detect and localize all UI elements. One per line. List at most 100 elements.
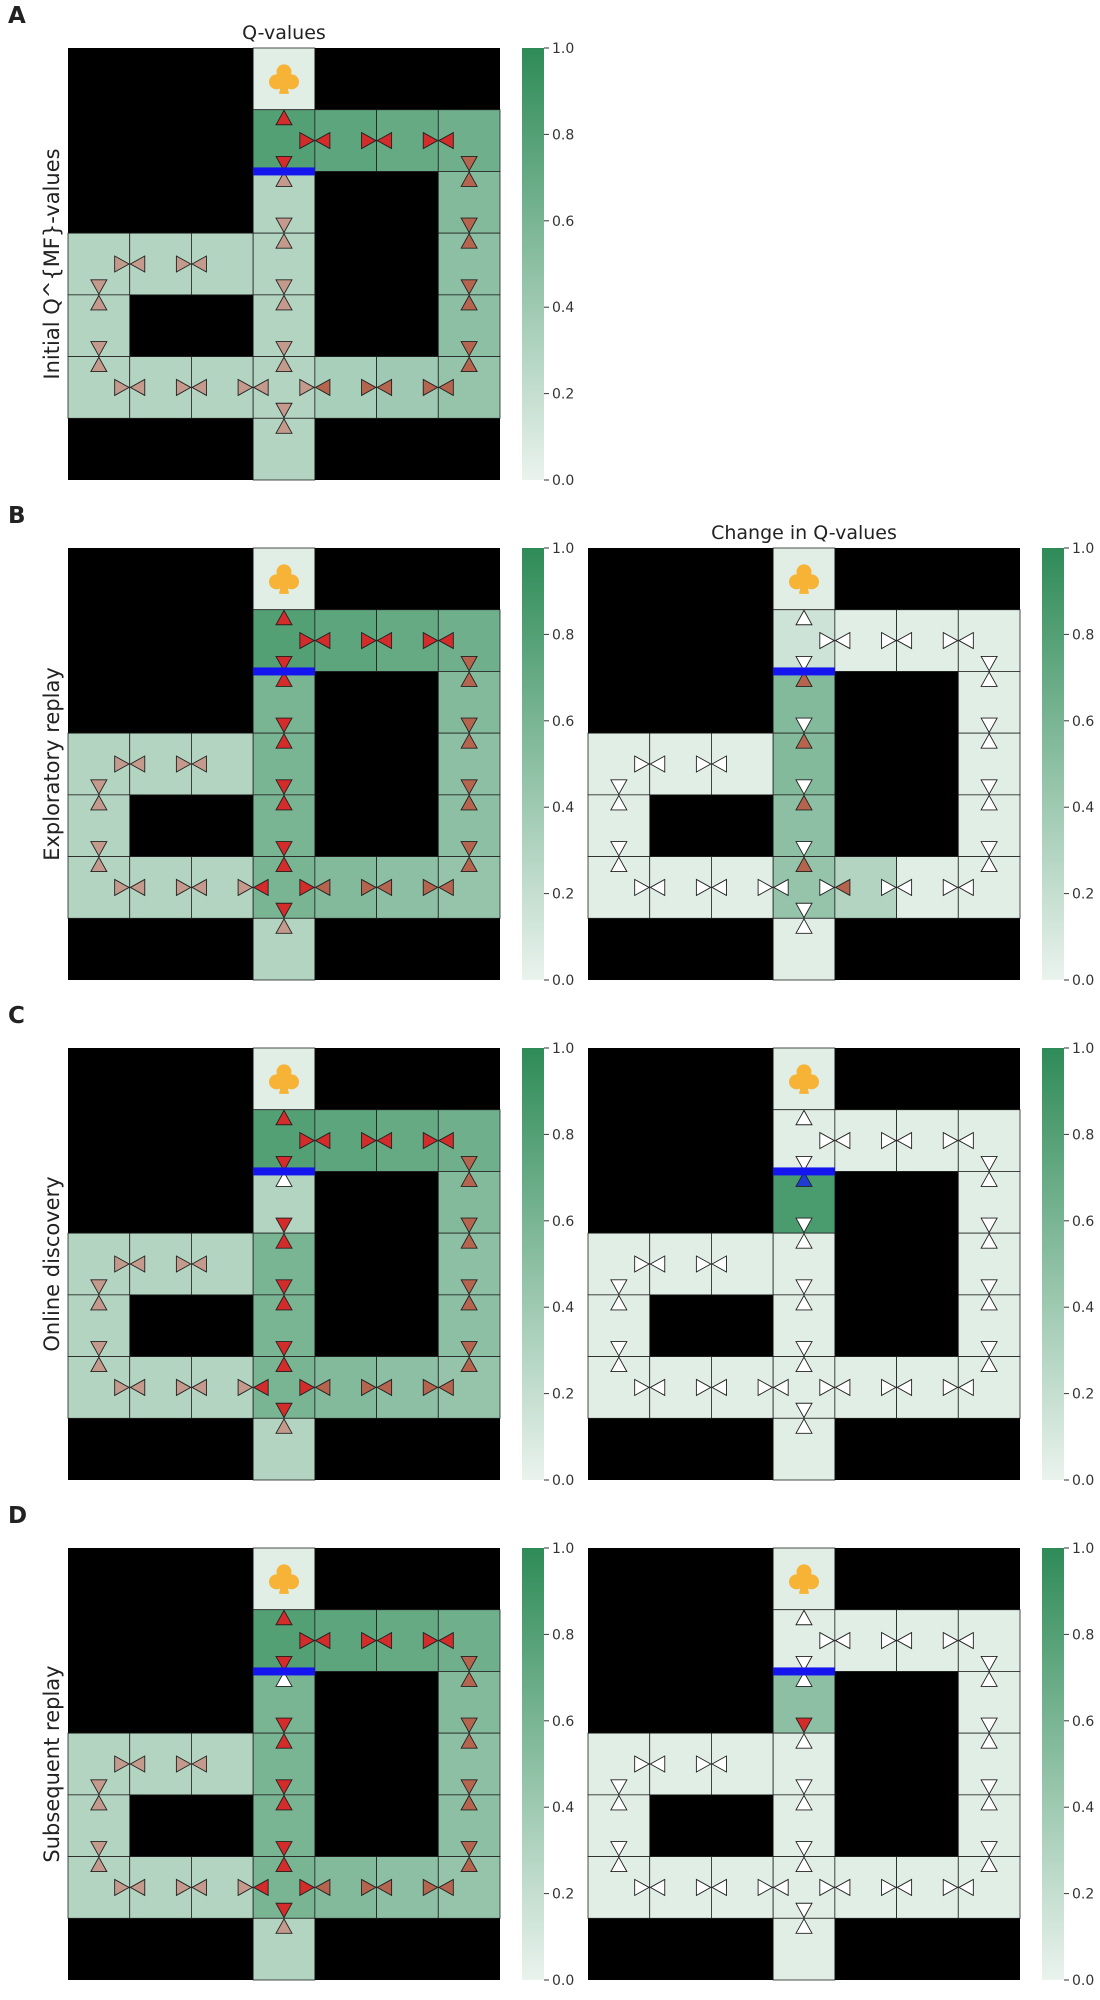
action-arrow-icon bbox=[957, 878, 974, 897]
action-arrow-icon bbox=[634, 755, 651, 773]
action-arrow-icon bbox=[175, 255, 192, 273]
action-arrow-icon bbox=[695, 755, 712, 773]
action-arrow-icon bbox=[114, 1878, 131, 1897]
colorbar-tick-label: 0.8 bbox=[552, 1127, 574, 1143]
action-arrow-icon bbox=[610, 1294, 628, 1311]
action-arrow-icon bbox=[980, 779, 998, 796]
action-arrow-icon bbox=[275, 1856, 293, 1873]
action-arrow-icon bbox=[275, 402, 293, 419]
action-arrow-icon bbox=[437, 631, 454, 650]
action-arrow-icon bbox=[980, 1232, 998, 1249]
action-arrow-icon bbox=[834, 631, 851, 650]
action-arrow-icon bbox=[90, 856, 108, 873]
gridworld-C-right: 0.0 0.2 0.4 0.6 0.8 1.0 bbox=[587, 1041, 1094, 1489]
colorbar-tick-label: 0.2 bbox=[1072, 1387, 1094, 1403]
action-arrow-icon bbox=[881, 631, 897, 650]
action-arrow-icon bbox=[460, 1217, 478, 1234]
action-arrow-icon bbox=[942, 1631, 959, 1650]
action-arrow-icon bbox=[361, 1131, 377, 1150]
colorbar-tick-label: 0.8 bbox=[1072, 627, 1094, 643]
action-arrow-icon bbox=[711, 1878, 727, 1897]
action-arrow-icon bbox=[980, 1171, 998, 1187]
action-arrow-icon bbox=[314, 1131, 331, 1150]
action-arrow-icon bbox=[711, 755, 727, 773]
colorbar-tick-label: 1.0 bbox=[552, 1041, 574, 1057]
action-arrow-icon bbox=[314, 1878, 331, 1897]
action-arrow-icon bbox=[275, 856, 293, 873]
action-arrow-icon bbox=[376, 1131, 393, 1150]
action-arrow-icon bbox=[90, 1356, 108, 1373]
action-arrow-icon bbox=[90, 341, 108, 357]
action-arrow-icon bbox=[191, 1878, 207, 1897]
action-arrow-icon bbox=[299, 1131, 316, 1150]
action-arrow-icon bbox=[649, 1878, 666, 1897]
colorbar bbox=[522, 548, 544, 980]
action-arrow-icon bbox=[275, 232, 293, 249]
action-arrow-icon bbox=[634, 1378, 651, 1397]
panel-letter: C bbox=[8, 1003, 25, 1029]
action-arrow-icon bbox=[422, 131, 439, 150]
panel-letter: B bbox=[8, 503, 26, 529]
action-arrow-icon bbox=[275, 717, 293, 734]
action-arrow-icon bbox=[942, 631, 959, 650]
action-arrow-icon bbox=[980, 1655, 998, 1672]
action-arrow-icon bbox=[980, 1356, 998, 1373]
action-arrow-icon bbox=[460, 794, 478, 811]
panel-letter: A bbox=[8, 3, 26, 29]
action-arrow-icon bbox=[649, 755, 666, 773]
action-arrow-icon bbox=[275, 1794, 293, 1811]
action-arrow-icon bbox=[460, 171, 478, 187]
action-arrow-icon bbox=[460, 856, 478, 873]
colorbar-tick-label: 0.0 bbox=[552, 1973, 574, 1989]
action-arrow-icon bbox=[437, 878, 454, 897]
action-arrow-icon bbox=[237, 1878, 254, 1897]
action-arrow-icon bbox=[437, 1631, 454, 1650]
colorbar-tick-label: 0.0 bbox=[1072, 1473, 1094, 1489]
action-arrow-icon bbox=[795, 732, 813, 749]
action-arrow-icon bbox=[795, 1794, 813, 1811]
action-arrow-icon bbox=[610, 1279, 628, 1296]
action-arrow-icon bbox=[460, 341, 478, 357]
colorbar-tick-label: 0.8 bbox=[552, 1627, 574, 1643]
barrier-wall bbox=[253, 1667, 315, 1676]
action-arrow-icon bbox=[437, 1878, 454, 1897]
action-arrow-icon bbox=[422, 1131, 439, 1150]
action-arrow-icon bbox=[610, 794, 628, 811]
action-arrow-icon bbox=[275, 1779, 293, 1796]
action-arrow-icon bbox=[361, 631, 377, 650]
action-arrow-icon bbox=[90, 1794, 108, 1811]
action-arrow-icon bbox=[795, 1779, 813, 1796]
action-arrow-icon bbox=[275, 1279, 293, 1296]
action-arrow-icon bbox=[114, 1378, 131, 1397]
action-arrow-icon bbox=[275, 1917, 293, 1934]
action-arrow-icon bbox=[795, 671, 813, 687]
action-arrow-icon bbox=[795, 1671, 813, 1687]
action-arrow-icon bbox=[795, 1655, 813, 1672]
action-arrow-icon bbox=[460, 717, 478, 734]
action-arrow-icon bbox=[980, 1841, 998, 1857]
action-arrow-icon bbox=[649, 1255, 666, 1273]
action-arrow-icon bbox=[114, 255, 131, 273]
action-arrow-icon bbox=[437, 378, 454, 397]
action-arrow-icon bbox=[610, 856, 628, 873]
action-arrow-icon bbox=[772, 878, 789, 897]
action-arrow-icon bbox=[191, 755, 207, 773]
action-arrow-icon bbox=[275, 341, 293, 357]
colorbar-tick-label: 1.0 bbox=[552, 1541, 574, 1557]
action-arrow-icon bbox=[460, 671, 478, 687]
colorbar-tick-label: 0.2 bbox=[552, 1387, 574, 1403]
action-arrow-icon bbox=[376, 1378, 393, 1397]
action-arrow-icon bbox=[114, 1255, 131, 1273]
action-arrow-icon bbox=[460, 1732, 478, 1749]
colorbar-tick-label: 0.2 bbox=[1072, 887, 1094, 903]
action-arrow-icon bbox=[834, 1878, 851, 1897]
action-arrow-icon bbox=[980, 1341, 998, 1357]
action-arrow-icon bbox=[90, 794, 108, 811]
action-arrow-icon bbox=[129, 1878, 146, 1897]
action-arrow-icon bbox=[299, 631, 316, 650]
action-arrow-icon bbox=[795, 1841, 813, 1857]
action-arrow-icon bbox=[795, 1917, 813, 1934]
action-arrow-icon bbox=[795, 1402, 813, 1419]
colorbar-tick-label: 0.4 bbox=[552, 300, 574, 316]
action-arrow-icon bbox=[129, 378, 146, 397]
